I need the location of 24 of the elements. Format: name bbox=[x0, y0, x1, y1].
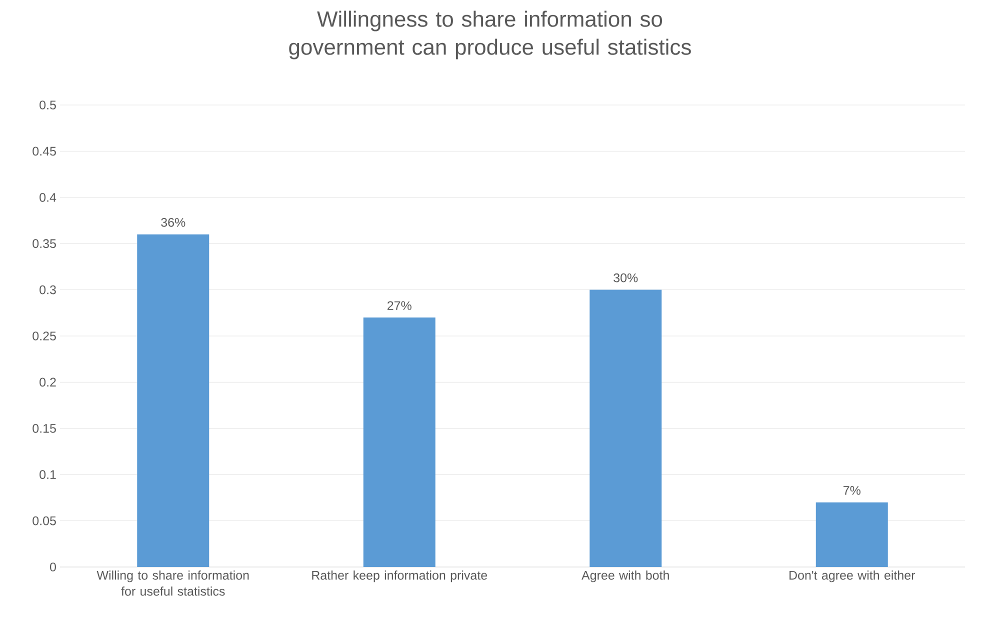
x-tick-label: Willing to share information for useful statistics bbox=[96, 570, 249, 596]
y-tick-label: 0.25 bbox=[32, 332, 56, 340]
y-tick-label: 0.4 bbox=[40, 192, 56, 202]
bar bbox=[590, 290, 662, 567]
y-tick-label: 0.05 bbox=[32, 516, 56, 526]
y-tick-label: 0.15 bbox=[32, 424, 56, 433]
y-tick-label: 0.1 bbox=[40, 470, 56, 480]
x-tick-label: Agree with both bbox=[582, 570, 669, 582]
y-tick-label: 0.5 bbox=[40, 100, 56, 110]
y-tick-label: 0.35 bbox=[32, 239, 56, 248]
data-label: 27% bbox=[388, 301, 412, 310]
data-label: 36% bbox=[161, 218, 186, 227]
data-label: 30% bbox=[614, 273, 638, 282]
chart-title: Willingness to share information so government can produce useful statistics bbox=[289, 10, 691, 60]
bar bbox=[363, 318, 436, 567]
bar bbox=[137, 234, 210, 567]
data-label: 7% bbox=[844, 486, 860, 495]
y-tick-label: 0.45 bbox=[32, 146, 56, 156]
y-tick-label: 0.3 bbox=[40, 285, 56, 294]
y-tick-label: 0 bbox=[50, 562, 56, 572]
x-tick-label: Rather keep information private bbox=[312, 570, 488, 582]
x-tick-label: Don't agree with either bbox=[790, 570, 916, 582]
bar bbox=[816, 502, 888, 567]
y-tick-label: 0.2 bbox=[40, 378, 56, 387]
